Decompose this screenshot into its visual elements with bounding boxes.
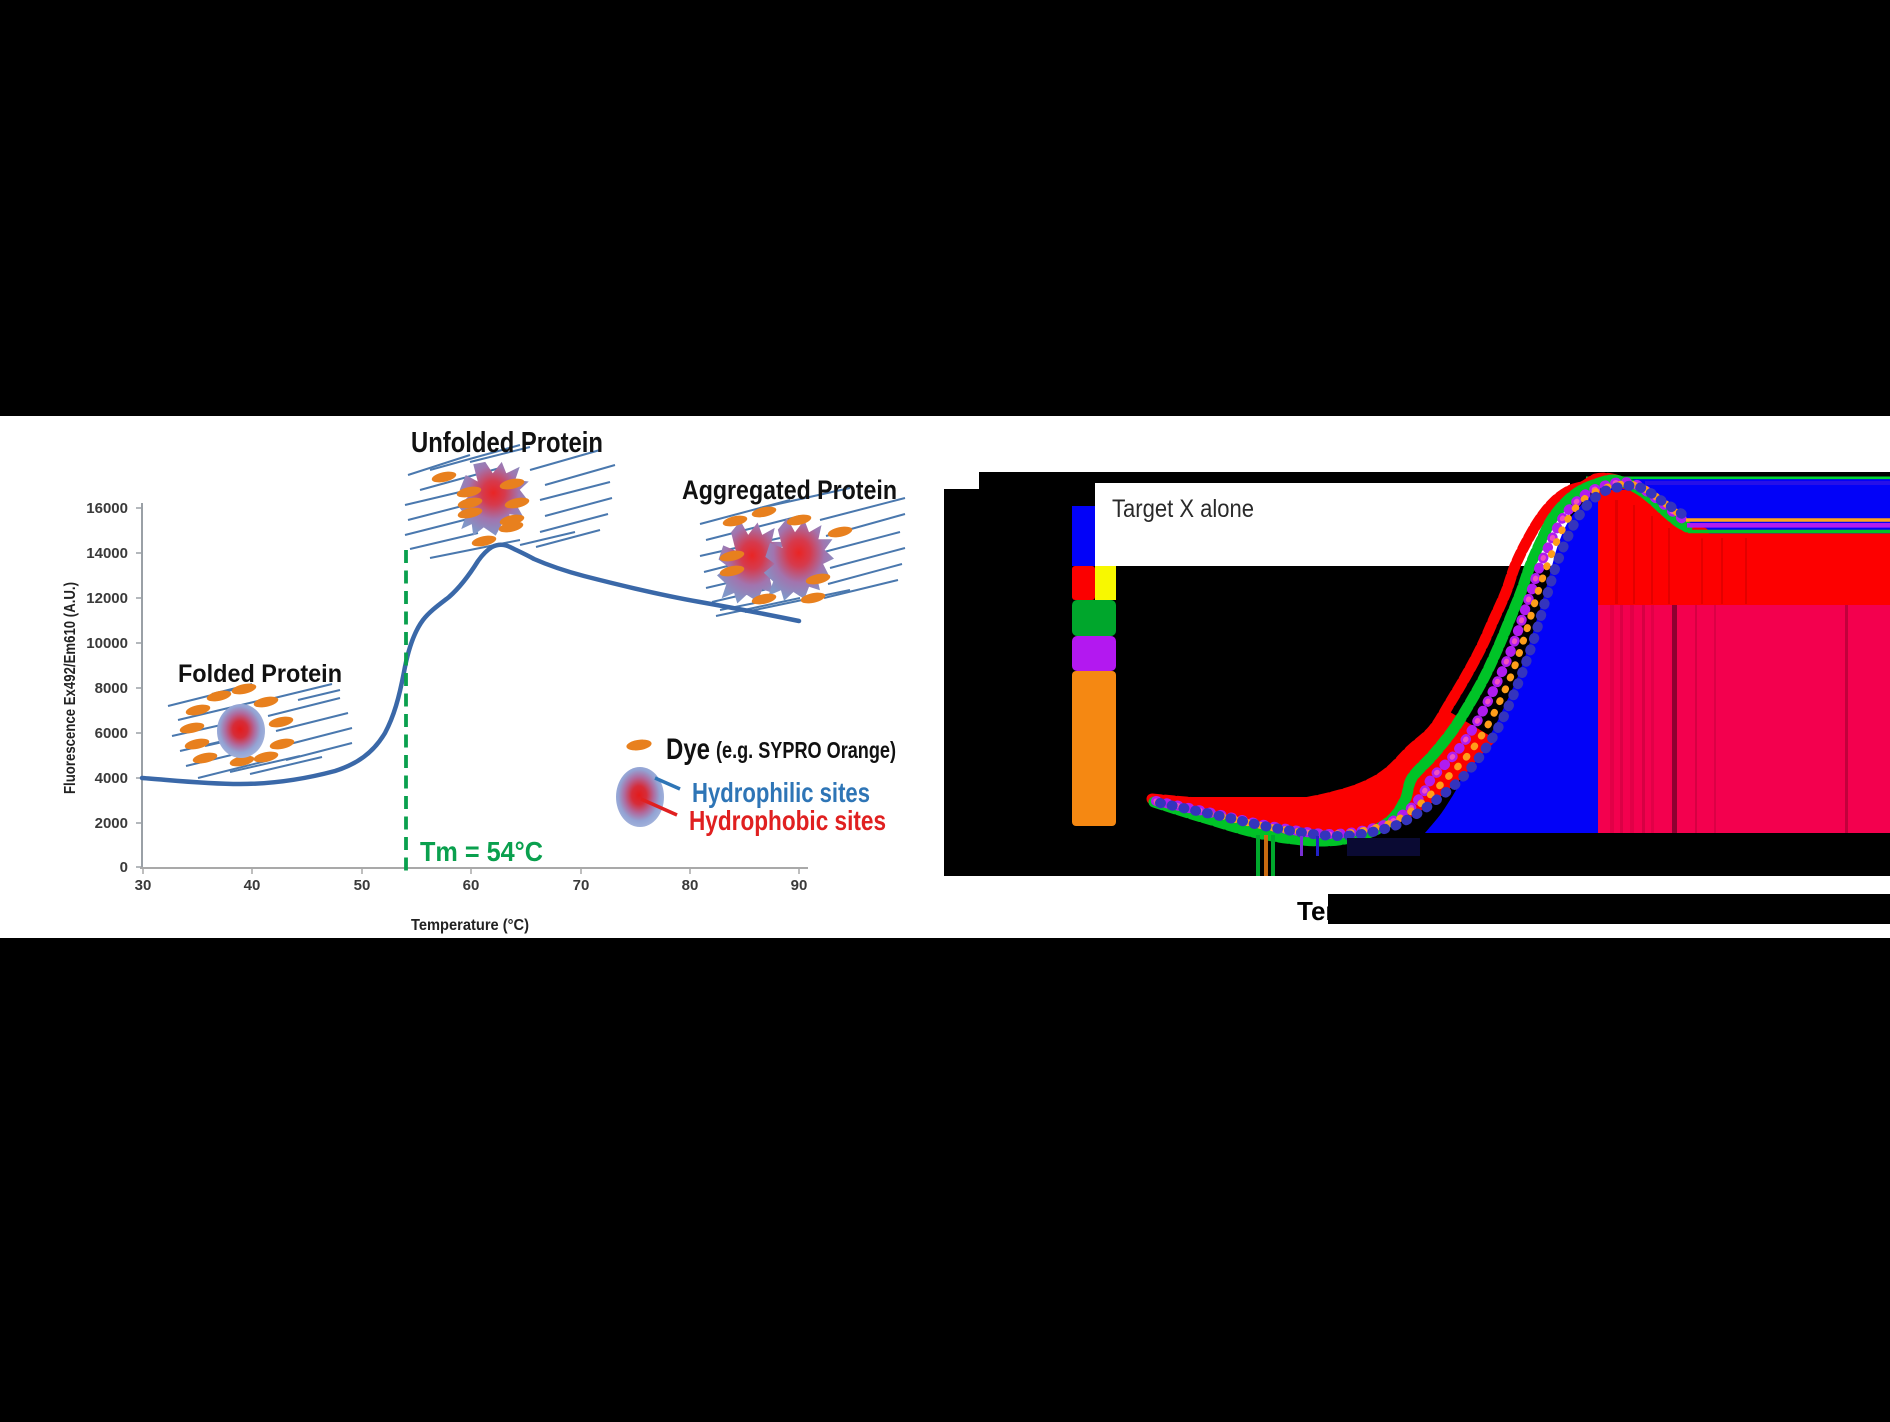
svg-text:Fluorescence Ex492/Em610 (A.U.: Fluorescence Ex492/Em610 (A.U.) bbox=[62, 582, 79, 794]
svg-text:4000: 4000 bbox=[95, 770, 128, 787]
svg-text:10000: 10000 bbox=[86, 635, 128, 652]
svg-text:50: 50 bbox=[354, 877, 371, 894]
svg-text:6000: 6000 bbox=[95, 725, 128, 742]
svg-text:0: 0 bbox=[120, 859, 128, 876]
svg-text:40: 40 bbox=[244, 877, 261, 894]
svg-text:14000: 14000 bbox=[86, 545, 128, 562]
svg-text:30: 30 bbox=[135, 877, 152, 894]
svg-text:Hydrophilic sites: Hydrophilic sites bbox=[692, 777, 870, 808]
svg-text:Hydrophobic sites: Hydrophobic sites bbox=[689, 805, 886, 836]
svg-text:60: 60 bbox=[463, 877, 480, 894]
svg-text:16000: 16000 bbox=[86, 500, 128, 517]
svg-text:90: 90 bbox=[791, 877, 808, 894]
svg-text:8000: 8000 bbox=[95, 680, 128, 697]
svg-text:Target X alone: Target X alone bbox=[1112, 495, 1254, 523]
svg-text:Tem: Tem bbox=[1297, 896, 1349, 926]
svg-text:Unfolded Protein: Unfolded Protein bbox=[411, 427, 603, 459]
svg-text:12000: 12000 bbox=[86, 590, 128, 607]
svg-text:70: 70 bbox=[573, 877, 590, 894]
svg-text:Folded Protein: Folded Protein bbox=[178, 660, 342, 688]
svg-text:80: 80 bbox=[682, 877, 699, 894]
svg-text:Temperature (°C): Temperature (°C) bbox=[411, 917, 529, 934]
svg-text:Tm = 54°C: Tm = 54°C bbox=[420, 836, 543, 867]
svg-text:Aggregated Protein: Aggregated Protein bbox=[682, 475, 897, 505]
svg-text:Dye: Dye bbox=[666, 733, 710, 766]
svg-text:(e.g. SYPRO Orange): (e.g. SYPRO Orange) bbox=[716, 737, 896, 763]
svg-text:2000: 2000 bbox=[95, 815, 128, 832]
